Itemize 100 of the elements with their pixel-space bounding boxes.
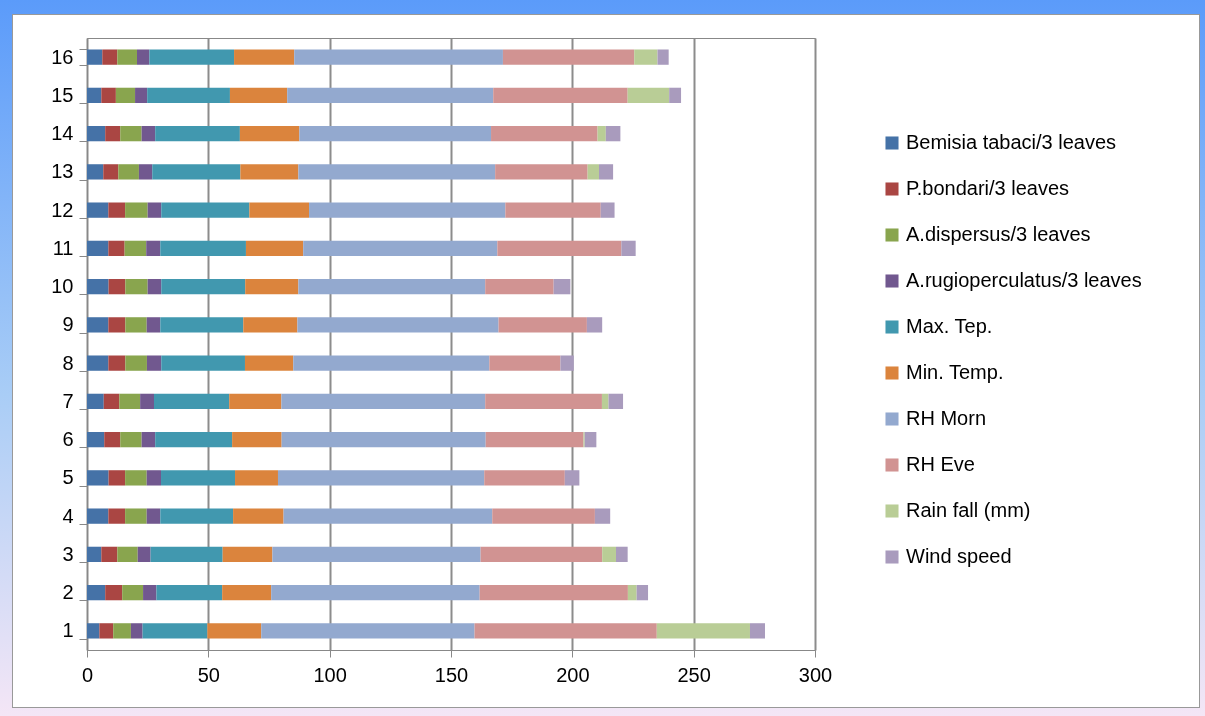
legend-label: Rain fall (mm) bbox=[906, 499, 1031, 521]
bar bbox=[233, 508, 284, 524]
bar bbox=[87, 49, 103, 65]
y-tick-label: 5 bbox=[62, 466, 74, 489]
bar bbox=[103, 164, 119, 180]
bar bbox=[87, 584, 106, 601]
x-tick-label: 100 bbox=[313, 663, 347, 686]
legend-label: A.rugioperculatus/3 leaves bbox=[906, 269, 1142, 291]
legend-label: RH Morn bbox=[906, 407, 987, 429]
bar bbox=[125, 278, 148, 295]
bar bbox=[234, 49, 295, 65]
bar bbox=[656, 623, 750, 639]
bar bbox=[597, 125, 606, 142]
legend-label: Wind speed bbox=[906, 545, 1012, 567]
y-tick-label: 2 bbox=[62, 581, 74, 604]
bar bbox=[161, 355, 245, 371]
bar bbox=[161, 202, 250, 218]
bar bbox=[594, 508, 611, 524]
bar bbox=[146, 355, 162, 371]
bar bbox=[161, 278, 246, 295]
bar bbox=[147, 278, 162, 295]
bar bbox=[484, 470, 565, 486]
bar bbox=[636, 584, 649, 601]
bar bbox=[108, 470, 126, 486]
bar bbox=[143, 584, 157, 601]
bar bbox=[600, 202, 615, 218]
bar bbox=[749, 623, 766, 639]
bar bbox=[135, 87, 148, 104]
bar bbox=[309, 202, 506, 218]
bar bbox=[108, 508, 126, 524]
bar bbox=[103, 393, 120, 410]
y-tick-label: 3 bbox=[62, 542, 74, 565]
bar bbox=[502, 49, 635, 65]
bar bbox=[125, 470, 147, 486]
bar bbox=[222, 546, 273, 563]
bar bbox=[474, 623, 657, 639]
y-tick-label: 12 bbox=[51, 198, 74, 221]
bar bbox=[492, 508, 595, 524]
x-tick-label: 200 bbox=[556, 663, 590, 686]
bar bbox=[493, 87, 628, 104]
bar bbox=[101, 546, 118, 563]
bar bbox=[136, 49, 150, 65]
bar bbox=[87, 202, 109, 218]
bar bbox=[601, 393, 609, 410]
bar bbox=[553, 278, 571, 295]
bar bbox=[271, 584, 480, 601]
bar bbox=[229, 393, 282, 410]
bar bbox=[491, 125, 598, 142]
x-tick-label: 300 bbox=[798, 663, 833, 686]
x-tick-label: 0 bbox=[81, 663, 94, 686]
bar bbox=[117, 49, 137, 65]
bar bbox=[141, 125, 156, 142]
bar bbox=[240, 164, 299, 180]
bar bbox=[479, 584, 628, 601]
y-tick-label: 15 bbox=[51, 83, 74, 106]
bar bbox=[149, 49, 235, 65]
bar bbox=[298, 278, 486, 295]
bar bbox=[294, 49, 503, 65]
bar bbox=[87, 393, 104, 410]
bar bbox=[153, 393, 230, 410]
bar bbox=[495, 164, 588, 180]
bar bbox=[505, 202, 601, 218]
bar bbox=[627, 87, 670, 104]
bar bbox=[87, 317, 109, 333]
bar bbox=[207, 623, 262, 639]
bar bbox=[616, 546, 628, 563]
bar bbox=[245, 240, 304, 257]
bar bbox=[587, 164, 600, 180]
bar bbox=[104, 431, 121, 448]
bar bbox=[229, 87, 288, 104]
bar bbox=[120, 431, 142, 448]
bar bbox=[161, 470, 236, 486]
bar bbox=[586, 317, 603, 333]
bar bbox=[115, 87, 136, 104]
bar bbox=[160, 508, 234, 524]
bar bbox=[101, 87, 116, 104]
bar bbox=[155, 125, 240, 142]
bar bbox=[108, 278, 126, 295]
x-tick-label: 50 bbox=[197, 663, 220, 686]
y-tick-label: 10 bbox=[51, 275, 74, 298]
bar bbox=[125, 355, 147, 371]
bar bbox=[621, 240, 636, 257]
legend-label: A.dispersus/3 leaves bbox=[906, 223, 1091, 245]
bar bbox=[281, 431, 486, 448]
bar bbox=[160, 317, 244, 333]
bar bbox=[113, 623, 131, 639]
bar bbox=[232, 431, 282, 448]
bar bbox=[298, 164, 496, 180]
bar bbox=[287, 87, 494, 104]
bar bbox=[297, 317, 499, 333]
bar bbox=[99, 623, 114, 639]
y-tick-label: 1 bbox=[62, 619, 74, 642]
bar bbox=[243, 317, 298, 333]
bar bbox=[627, 584, 637, 601]
bar bbox=[122, 584, 144, 601]
bar bbox=[584, 431, 597, 448]
legend-label: P.bondari/3 leaves bbox=[906, 177, 1070, 199]
bar bbox=[102, 49, 118, 65]
bar bbox=[87, 546, 102, 563]
bar bbox=[299, 125, 492, 142]
